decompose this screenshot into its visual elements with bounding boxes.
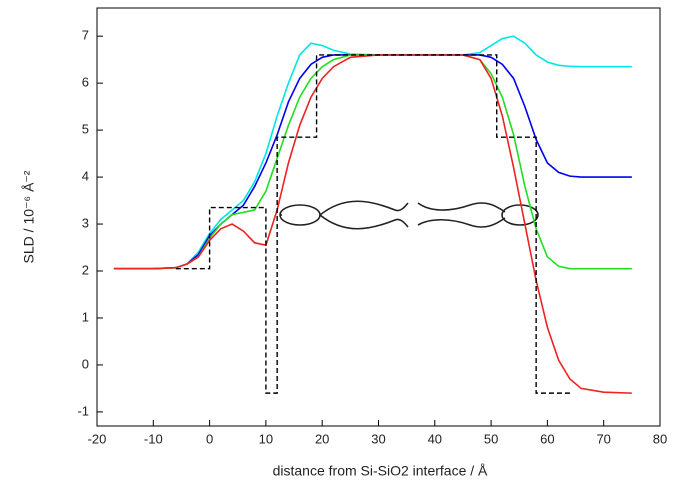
y-tick-label: 7: [82, 28, 89, 43]
x-tick-label: 10: [259, 431, 273, 446]
sld-curve: [113, 35, 632, 270]
x-tick-label: 70: [596, 431, 610, 446]
x-tick-label: 20: [315, 431, 329, 446]
x-tick-label: 50: [484, 431, 498, 446]
y-tick-label: 2: [82, 262, 89, 277]
y-tick-label: 0: [82, 356, 89, 371]
x-tick-label: 60: [540, 431, 554, 446]
y-axis-title: SLD / 10⁻⁶ Å⁻²: [21, 170, 37, 263]
y-tick-label: 6: [82, 75, 89, 90]
x-tick-label: 80: [653, 431, 667, 446]
sld-curve: [113, 54, 632, 394]
sld-curve: [113, 54, 632, 270]
plot-frame: [96, 7, 661, 427]
x-tick-label: 0: [206, 431, 213, 446]
x-tick-label: -20: [88, 431, 107, 446]
sld-curve: [113, 54, 632, 270]
x-tick-label: 40: [428, 431, 442, 446]
x-axis-title: distance from Si-SiO2 interface / Å: [273, 463, 488, 479]
x-tick-label: 30: [371, 431, 385, 446]
y-tick-label: 5: [82, 122, 89, 137]
y-tick-label: 3: [82, 215, 89, 230]
step-profile: [175, 54, 570, 394]
y-tick-label: -1: [77, 403, 89, 418]
x-tick-label: -10: [144, 431, 163, 446]
molecule-sketch: [279, 200, 539, 230]
y-tick-label: 4: [82, 169, 89, 184]
y-tick-label: 1: [82, 309, 89, 324]
